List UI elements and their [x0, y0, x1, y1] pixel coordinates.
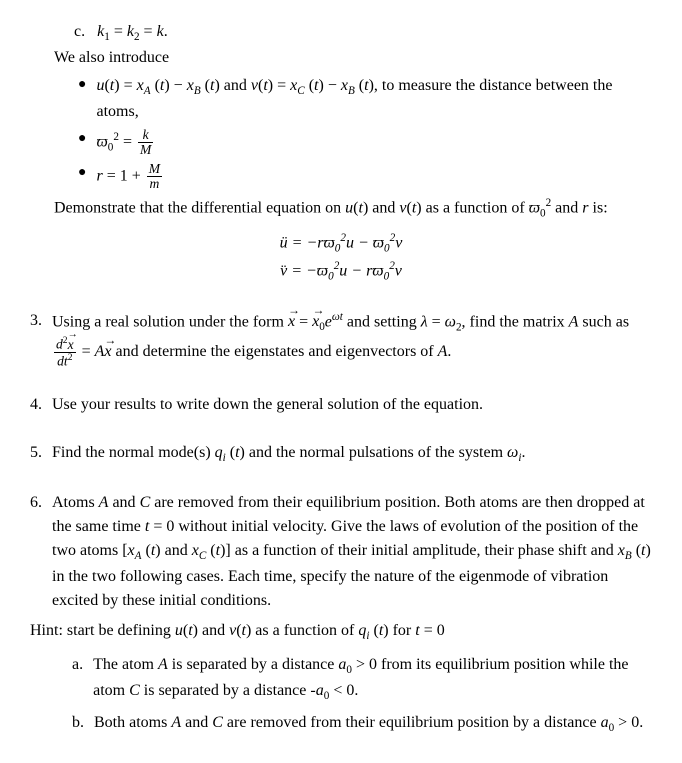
equation-block: ü = −rϖ02u − ϖ02v v̈ = −ϖ02u − rϖ02v [30, 230, 652, 285]
question-5-body: Find the normal mode(s) qi (t) and the n… [52, 441, 652, 467]
sub-item-a-content: The atom A is separated by a distance a0… [93, 653, 652, 705]
bullet-dot-icon: ● [78, 162, 86, 192]
bullet-1: ● u(t) = xA (t) − xB (t) and v(t) = xC (… [78, 74, 652, 124]
bullet-2: ● ϖ02 = kM [78, 128, 652, 158]
sub-item-c-letter: c. [74, 23, 85, 40]
intro-text: We also introduce [54, 46, 652, 70]
question-3-body: Using a real solution under the form x =… [52, 309, 652, 369]
sub-item-a-letter: a. [72, 653, 83, 705]
sub-item-a: a. The atom A is separated by a distance… [72, 653, 652, 705]
bullet-dot-icon: ● [78, 74, 86, 124]
sub-item-c-text: k1 = k2 = k. [97, 23, 168, 40]
equation-2: v̈ = −ϖ02u − rϖ02v [30, 258, 652, 285]
sub-item-b: b. Both atoms A and C are removed from t… [72, 711, 652, 737]
question-4-body: Use your results to write down the gener… [52, 393, 652, 417]
demonstrate-text: Demonstrate that the differential equati… [54, 195, 652, 222]
question-4: 4. Use your results to write down the ge… [30, 393, 652, 417]
question-5: 5. Find the normal mode(s) qi (t) and th… [30, 441, 652, 467]
bullet-list: ● u(t) = xA (t) − xB (t) and v(t) = xC (… [78, 74, 652, 191]
question-6-number: 6. [30, 491, 42, 613]
hint-text: Hint: start be defining u(t) and v(t) as… [30, 619, 652, 645]
sub-item-b-letter: b. [72, 711, 84, 737]
question-3: 3. Using a real solution under the form … [30, 309, 652, 369]
bullet-2-content: ϖ02 = kM [96, 128, 652, 158]
sub-item-b-content: Both atoms A and C are removed from thei… [94, 711, 652, 737]
question-5-number: 5. [30, 441, 42, 467]
question-4-number: 4. [30, 393, 42, 417]
equation-1: ü = −rϖ02u − ϖ02v [30, 230, 652, 257]
question-6: 6. Atoms A and C are removed from their … [30, 491, 652, 613]
bullet-3: ● r = 1 + Mm [78, 162, 652, 192]
question-3-number: 3. [30, 309, 42, 369]
bullet-3-content: r = 1 + Mm [96, 162, 652, 192]
sub-item-c: c. k1 = k2 = k. [74, 20, 652, 46]
bullet-dot-icon: ● [78, 128, 86, 158]
bullet-1-content: u(t) = xA (t) − xB (t) and v(t) = xC (t)… [96, 74, 652, 124]
sub-list: a. The atom A is separated by a distance… [72, 653, 652, 737]
question-6-body: Atoms A and C are removed from their equ… [52, 491, 652, 613]
